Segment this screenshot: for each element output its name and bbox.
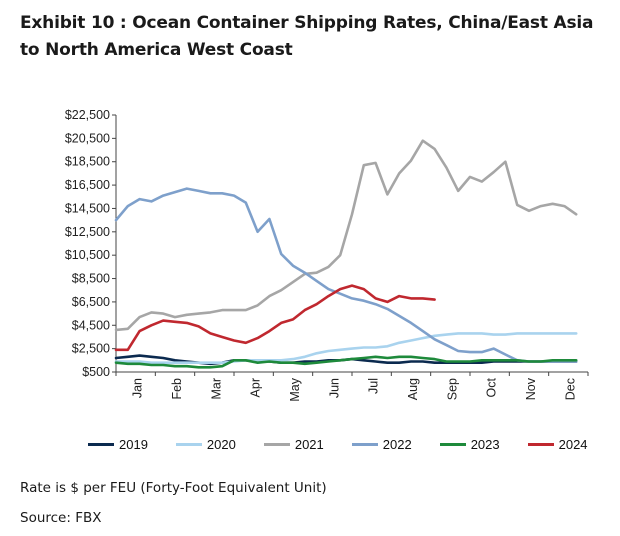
y-tick-label: $8,500 (72, 272, 110, 286)
x-tick-label: Jan (131, 378, 145, 398)
source-note: Source: FBX (20, 510, 102, 526)
legend-item-2024: 2024 (527, 437, 588, 452)
legend-item-2021: 2021 (263, 437, 324, 452)
x-tick-label: May (288, 377, 302, 401)
y-tick-label: $18,500 (65, 155, 110, 169)
series-line-2023 (114, 355, 578, 369)
x-tick-label: Feb (170, 378, 184, 400)
x-tick-label: Aug (406, 378, 420, 400)
y-tick-label: $20,500 (65, 131, 110, 145)
legend-swatch (439, 443, 466, 446)
legend-swatch (351, 443, 378, 446)
x-tick-label: Jun (327, 378, 341, 398)
series-line-2020 (114, 332, 578, 365)
legend-swatch (175, 443, 202, 446)
y-tick-label: $2,500 (72, 342, 110, 356)
chart-axes: $500 $2,500 $4,500 $6,500 $8,500 $10,500 $12,5… (65, 108, 589, 402)
legend-item-2023: 2023 (439, 437, 500, 452)
y-tick-label: $16,500 (65, 178, 110, 192)
x-tick-label: Oct (485, 377, 499, 397)
legend-item-2019: 2019 (88, 437, 148, 452)
x-tick-label: Nov (524, 377, 538, 400)
y-tick-label: $4,500 (72, 318, 110, 332)
y-tick-label: $12,500 (65, 225, 110, 239)
legend-label: 2019 (119, 437, 148, 452)
legend-label: 2024 (558, 437, 588, 452)
y-tick-label: $6,500 (72, 295, 110, 309)
unit-note: Rate is $ per FEU (Forty-Foot Equivalent… (20, 480, 327, 496)
x-tick-label: Mar (209, 378, 223, 400)
series-line-2022 (114, 187, 578, 363)
legend-item-2022: 2022 (351, 437, 412, 452)
y-tick-label: $500 (82, 365, 110, 379)
y-tick-label: $14,500 (65, 201, 110, 215)
series-line-2024 (114, 284, 436, 352)
legend-label: 2021 (294, 437, 324, 452)
x-tick-label: Apr (249, 378, 263, 397)
chart-lines (114, 139, 578, 369)
chart-title: Exhibit 10 : Ocean Container Shipping Ra… (20, 13, 594, 60)
legend-swatch (263, 443, 290, 446)
chart-legend: 2019 2020 2021 2022 2023 2024 (88, 437, 616, 452)
legend-swatch (527, 443, 554, 446)
series-line-2021 (114, 139, 578, 332)
legend-label: 2020 (206, 437, 236, 452)
legend-label: 2022 (382, 437, 412, 452)
legend-swatch (88, 443, 114, 446)
legend-item-2020: 2020 (175, 437, 236, 452)
legend-label: 2023 (470, 437, 500, 452)
y-tick-label: $10,500 (65, 248, 110, 262)
x-tick-label: Dec (563, 378, 577, 400)
x-tick-label: Jul (367, 378, 381, 394)
x-tick-label: Sep (445, 378, 459, 400)
y-tick-label: $22,500 (65, 108, 110, 122)
